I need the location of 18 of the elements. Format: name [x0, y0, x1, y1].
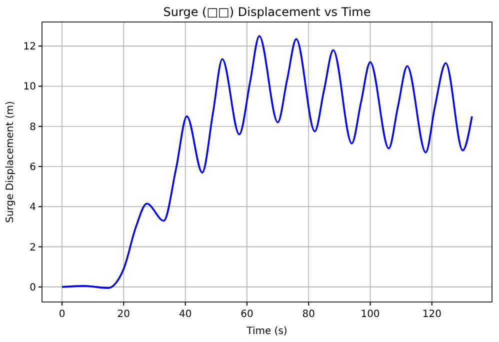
y-tick-label: 0: [30, 282, 36, 294]
chart-title: Surge (□□) Displacement vs Time: [163, 5, 371, 19]
x-tick-label: 100: [360, 309, 380, 320]
y-tick-label: 6: [30, 162, 36, 174]
line-series: [61, 35, 473, 289]
y-axis-title: Surge Displacement (m): [5, 101, 16, 223]
x-tick-label: 40: [178, 309, 192, 320]
y-tick-label: 12: [23, 42, 36, 53]
y-tick-label: 8: [30, 122, 36, 133]
x-tick-label: 20: [117, 309, 130, 320]
x-tick-label: 80: [302, 309, 315, 320]
y-tick-label: 2: [30, 242, 36, 254]
y-tick-label: 10: [23, 82, 36, 93]
x-axis-title: Time (s): [246, 326, 288, 337]
y-tick-label: 4: [30, 202, 36, 214]
x-tick-label: 60: [240, 309, 254, 320]
x-tick-label: 120: [422, 309, 442, 320]
x-tick-label: 0: [58, 309, 66, 320]
